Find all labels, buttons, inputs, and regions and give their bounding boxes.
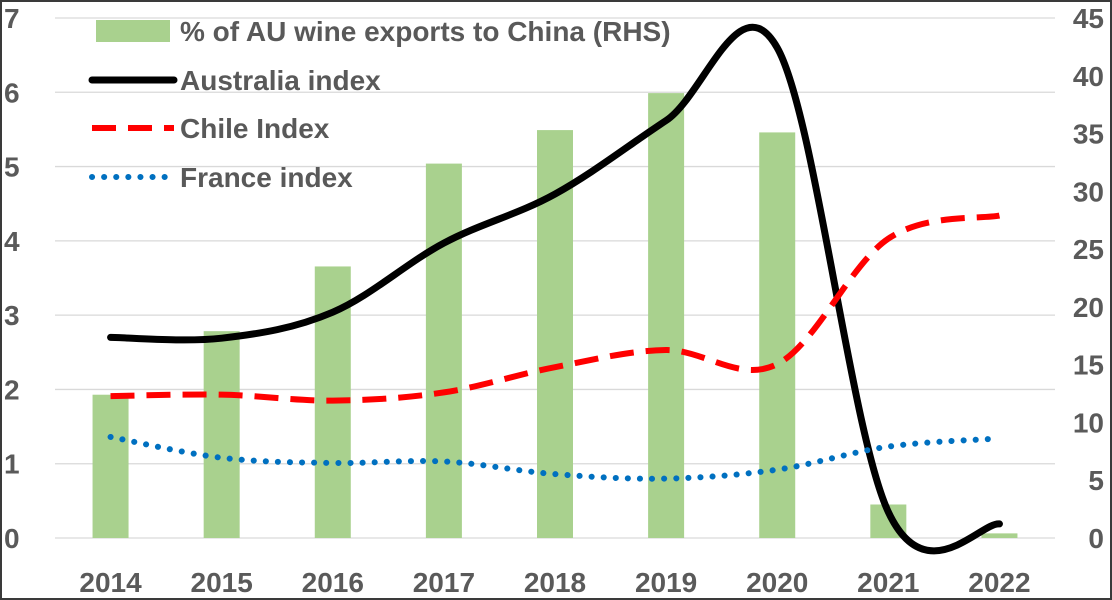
bar — [648, 93, 685, 538]
x-axis-tick-label: 2014 — [79, 567, 142, 598]
right-axis-tick-label: 0 — [1088, 523, 1104, 554]
left-axis-tick-label: 6 — [4, 77, 20, 108]
legend-label: Chile Index — [180, 113, 330, 144]
left-axis-tick-label: 5 — [4, 152, 20, 183]
legend-label: Australia index — [180, 65, 381, 96]
right-axis-tick-label: 40 — [1073, 61, 1104, 92]
right-axis-tick-label: 25 — [1073, 234, 1104, 265]
right-axis-tick-label: 10 — [1073, 407, 1104, 438]
right-axis-tick-label: 45 — [1073, 3, 1104, 34]
left-axis-tick-label: 4 — [4, 226, 20, 257]
x-axis-tick-label: 2019 — [635, 567, 697, 598]
right-axis-tick-label: 30 — [1073, 176, 1104, 207]
right-axis-tick-label: 35 — [1073, 119, 1104, 150]
legend-label: % of AU wine exports to China (RHS) — [180, 16, 671, 47]
series-line — [107, 433, 1003, 482]
line-series — [107, 24, 1003, 555]
bar-series — [92, 93, 1018, 539]
x-axis-tick-label: 2022 — [968, 567, 1030, 598]
right-axis-tick-label: 5 — [1088, 465, 1104, 496]
bar — [981, 533, 1018, 538]
left-axis-tick-label: 2 — [4, 374, 20, 405]
bar — [203, 331, 240, 538]
x-axis-tick-label: 2015 — [191, 567, 253, 598]
left-axis-tick-label: 0 — [4, 523, 20, 554]
legend-swatch — [96, 20, 170, 42]
x-axis-tick-label: 2021 — [857, 567, 919, 598]
x-axis-tick-label: 2016 — [302, 567, 364, 598]
right-axis-tick-label: 20 — [1073, 292, 1104, 323]
left-axis-tick-label: 7 — [4, 3, 20, 34]
legend: % of AU wine exports to China (RHS) Austr… — [88, 16, 671, 193]
x-axis-tick-label: 2018 — [524, 567, 586, 598]
series-line — [110, 212, 1001, 404]
x-axis-tick-label: 2017 — [413, 567, 475, 598]
left-axis-tick-label: 3 — [4, 300, 20, 331]
bar — [92, 394, 129, 538]
bar — [425, 163, 462, 538]
legend-label: France index — [180, 162, 353, 193]
left-axis-tick-label: 1 — [4, 449, 20, 480]
series-line — [107, 24, 1003, 555]
right-axis-tick-label: 15 — [1073, 350, 1104, 381]
x-axis-tick-label: 2020 — [746, 567, 808, 598]
bar — [759, 132, 796, 538]
